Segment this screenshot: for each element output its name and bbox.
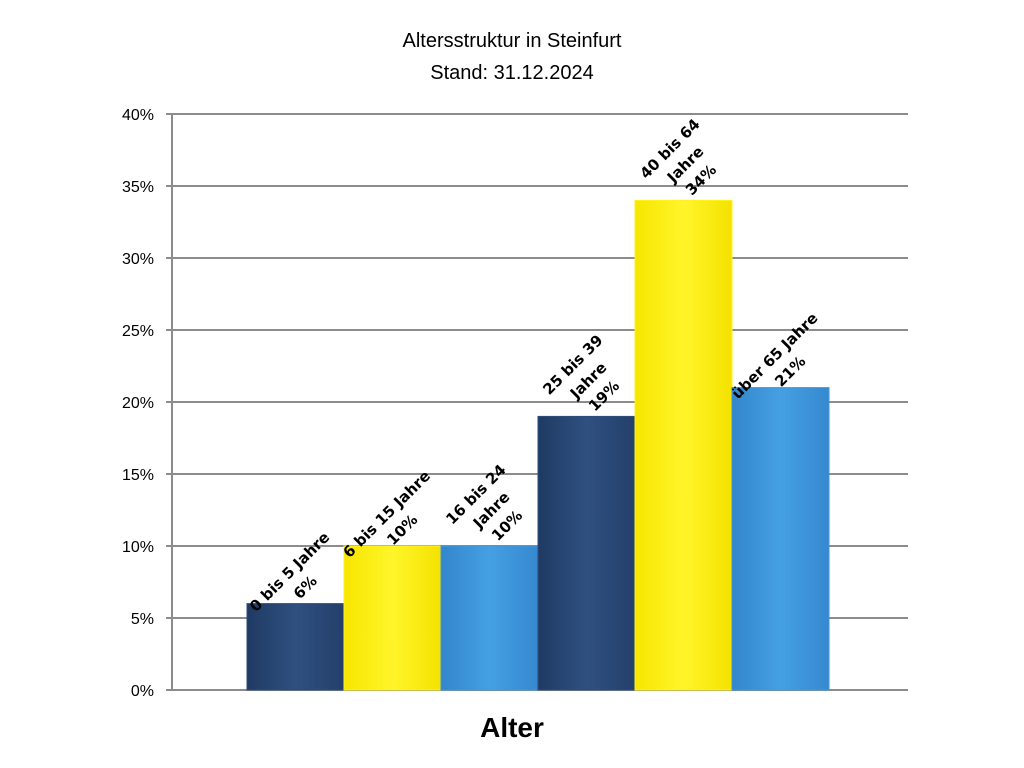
chart-subtitle: Stand: 31.12.2024 xyxy=(430,62,593,84)
category-label: 0 bis 5 Jahre xyxy=(246,528,333,615)
chart-title: Altersstruktur in Steinfurt xyxy=(403,30,622,52)
y-tick-label: 20% xyxy=(122,395,154,412)
bar xyxy=(731,387,830,691)
y-axis-ticks: 0% 5% 10% 15% 20% 25% 30% 35% 40% xyxy=(122,107,154,700)
bar xyxy=(537,415,636,691)
bar xyxy=(343,545,442,691)
bar xyxy=(634,199,733,691)
bar xyxy=(246,603,345,691)
y-tick-label: 40% xyxy=(122,107,154,124)
bar xyxy=(440,545,539,691)
y-tick-label: 35% xyxy=(122,179,154,196)
y-tick-label: 5% xyxy=(131,611,154,628)
y-tick-label: 25% xyxy=(122,323,154,340)
y-tick-label: 30% xyxy=(122,251,154,268)
bars xyxy=(246,199,830,691)
x-axis-title: Alter xyxy=(480,712,544,743)
y-tick-label: 0% xyxy=(131,683,154,700)
y-tick-label: 15% xyxy=(122,467,154,484)
y-tick-label: 10% xyxy=(122,539,154,556)
